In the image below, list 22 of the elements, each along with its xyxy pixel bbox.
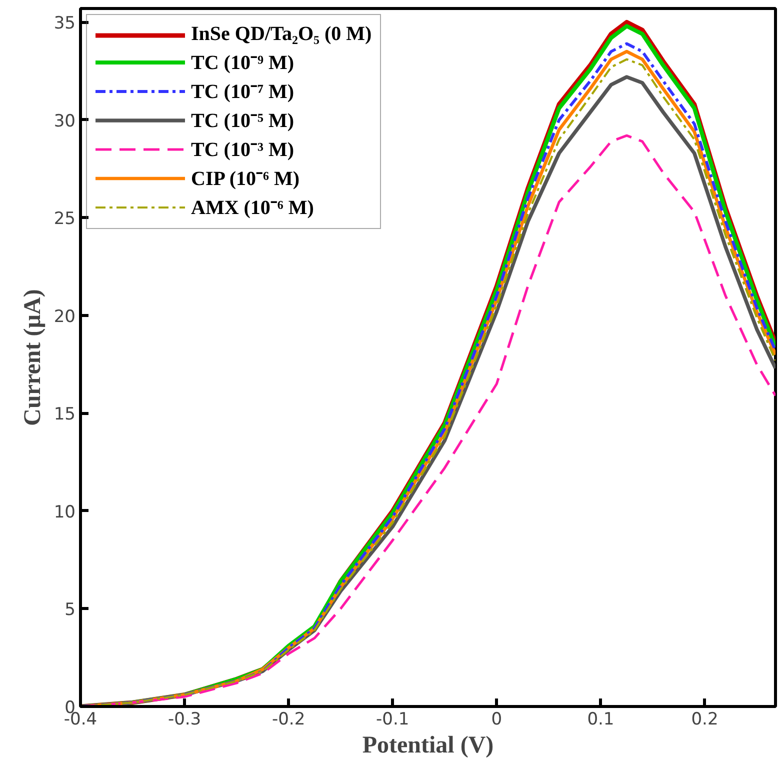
legend-label: InSe QD/Ta₂O₅ (0 M) bbox=[191, 23, 372, 46]
y-tick-label: 30 bbox=[54, 111, 76, 132]
legend-label: TC (10⁻⁷ M) bbox=[191, 80, 294, 104]
x-axis-title: Potential (V) bbox=[362, 732, 494, 758]
y-axis-title: Current (µA) bbox=[20, 289, 46, 426]
legend-label: TC (10⁻⁹ M) bbox=[191, 51, 294, 75]
y-tick-label: 25 bbox=[54, 209, 76, 230]
legend-label: TC (10⁻³ M) bbox=[191, 138, 294, 162]
y-tick-label: 10 bbox=[54, 502, 76, 522]
x-tick-label: -0.3 bbox=[168, 710, 202, 730]
y-tick-label: 20 bbox=[54, 306, 76, 327]
x-tick-label: 0 bbox=[491, 710, 502, 730]
y-tick-label: 35 bbox=[54, 14, 76, 34]
x-tick-label: -0.2 bbox=[272, 710, 306, 730]
legend-label: CIP (10⁻⁶ M) bbox=[191, 167, 300, 191]
y-tick-label: 15 bbox=[54, 404, 76, 425]
legend-label: TC (10⁻⁵ M) bbox=[191, 109, 294, 133]
x-tick-label: -0.1 bbox=[376, 710, 410, 730]
x-tick-label: 0.2 bbox=[691, 710, 718, 730]
legend-label: AMX (10⁻⁶ M) bbox=[191, 196, 314, 220]
y-tick-label: 5 bbox=[64, 600, 76, 620]
x-tick-label: 0.1 bbox=[587, 710, 614, 730]
